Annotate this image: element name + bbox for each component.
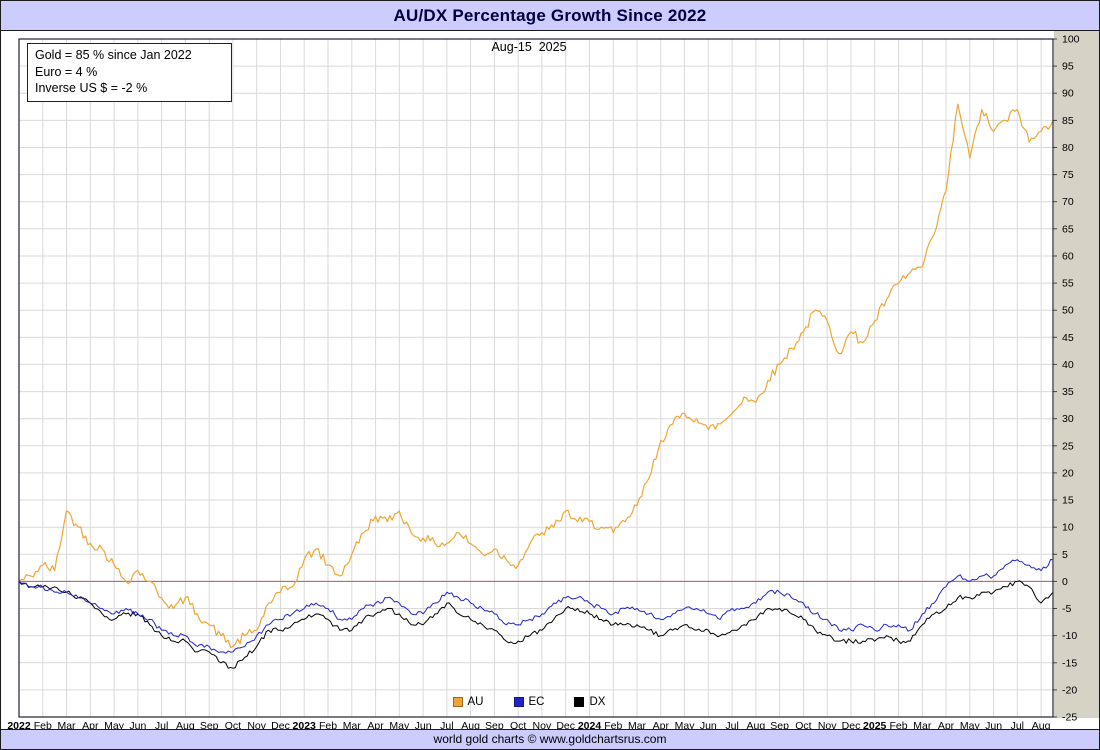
y-tick-label: 55 <box>1062 278 1074 290</box>
legend-item-dx: DX <box>574 696 605 708</box>
y-tick-label: 20 <box>1062 467 1074 479</box>
y-tick-label: 90 <box>1062 88 1074 100</box>
y-tick-label: 35 <box>1062 386 1074 398</box>
x-month-label: Jun <box>129 720 146 731</box>
x-month-label: Jul <box>1011 720 1024 731</box>
y-tick-label: 65 <box>1062 223 1074 235</box>
legend-label-au: AU <box>467 695 484 708</box>
x-month-label: May <box>104 720 125 731</box>
x-month-label: Nov <box>533 720 552 731</box>
y-tick-label: 75 <box>1062 169 1074 181</box>
x-month-label: Apr <box>938 720 955 731</box>
x-month-label: Jul <box>725 720 738 731</box>
x-month-label: Sep <box>770 720 789 731</box>
y-tick-label: 10 <box>1062 522 1074 534</box>
series-line-EC <box>18 559 1054 654</box>
x-month-label: Feb <box>34 720 52 731</box>
x-year-label: 2024 <box>578 720 602 731</box>
x-month-label: Feb <box>889 720 907 731</box>
x-month-label: Mar <box>343 720 362 731</box>
legend-label-ec: EC <box>528 695 545 708</box>
y-tick-label: -25 <box>1062 712 1077 724</box>
legend-swatch-ec <box>513 696 524 707</box>
y-tick-label: -20 <box>1062 684 1077 696</box>
x-month-label: Oct <box>225 720 241 731</box>
legend-item-au: AU <box>452 695 484 708</box>
footer-bar: world gold charts © www.goldchartsrus.co… <box>1 729 1099 749</box>
title-bar: AU/DX Percentage Growth Since 2022 <box>1 1 1099 31</box>
y-tick-label: 30 <box>1062 413 1074 425</box>
y-tick-label: 70 <box>1062 196 1074 208</box>
chart-svg: 1009590858075706560555045403530252015105… <box>1 31 1099 731</box>
x-year-label: 2023 <box>293 720 317 731</box>
x-month-label: Feb <box>604 720 622 731</box>
y-tick-label: -15 <box>1062 657 1077 669</box>
x-month-label: Sep <box>485 720 504 731</box>
page-title: AU/DX Percentage Growth Since 2022 <box>393 5 707 25</box>
x-month-label: Aug <box>1032 720 1051 731</box>
x-month-label: Jun <box>415 720 432 731</box>
x-month-label: Mar <box>628 720 647 731</box>
y-tick-label: -5 <box>1062 603 1071 615</box>
x-month-label: Jun <box>700 720 717 731</box>
info-line-usd: Inverse US $ = -2 % <box>35 81 148 95</box>
y-tick-label: 80 <box>1062 142 1074 154</box>
x-month-label: Aug <box>747 720 766 731</box>
info-line-gold: Gold = 85 % since Jan 2022 <box>35 48 192 62</box>
y-tick-label: 100 <box>1062 34 1080 46</box>
x-month-label: Jun <box>985 720 1002 731</box>
plot-area <box>19 39 1053 717</box>
y-tick-label: 60 <box>1062 251 1074 263</box>
x-month-label: May <box>389 720 410 731</box>
x-month-label: Nov <box>247 720 266 731</box>
x-month-label: Feb <box>319 720 337 731</box>
y-tick-label: 50 <box>1062 305 1074 317</box>
footer-text: world gold charts © www.goldchartsrus.co… <box>433 732 667 746</box>
x-month-label: Aug <box>461 720 480 731</box>
y-tick-label: 45 <box>1062 332 1074 344</box>
y-axis-panel <box>1054 31 1099 718</box>
x-month-label: Aug <box>176 720 195 731</box>
x-month-label: Jul <box>155 720 168 731</box>
x-month-label: Mar <box>57 720 76 731</box>
y-tick-label: 95 <box>1062 61 1074 73</box>
y-tick-label: -10 <box>1062 630 1077 642</box>
legend-swatch-dx <box>574 696 585 707</box>
x-month-label: May <box>960 720 981 731</box>
x-month-label: Mar <box>913 720 932 731</box>
series-line-DX <box>18 580 1054 669</box>
chart-area: 100 95 90 85 80 75 70 65 60 55 50 45 40 35 30 25 20 15 10 5… <box>1 31 1099 731</box>
series-line-AU <box>18 103 1054 649</box>
x-year-label: 2022 <box>7 720 31 731</box>
plot-border <box>18 38 1054 718</box>
x-month-label: Apr <box>653 720 670 731</box>
legend-swatch-au <box>452 696 463 707</box>
x-month-label: Nov <box>818 720 837 731</box>
x-month-label: Dec <box>842 720 861 731</box>
y-tick-label: 25 <box>1062 440 1074 452</box>
x-month-label: Sep <box>200 720 219 731</box>
y-tick-label: 15 <box>1062 495 1074 507</box>
y-tick-label: 40 <box>1062 359 1074 371</box>
y-tick-label: 0 <box>1062 576 1068 588</box>
info-box: Gold = 85 % since Jan 2022 Euro = 4 % In… <box>27 43 232 102</box>
legend-item-ec: EC <box>513 695 545 708</box>
x-month-label: Jul <box>440 720 453 731</box>
x-month-label: Oct <box>795 720 811 731</box>
x-month-label: Dec <box>556 720 575 731</box>
x-month-label: May <box>675 720 696 731</box>
legend-label-dx: DX <box>589 695 606 708</box>
date-label: Aug-15 2025 <box>491 40 567 54</box>
y-tick-label: 85 <box>1062 115 1074 127</box>
x-year-label: 2025 <box>863 720 887 731</box>
chart-legend: AU EC DX <box>1 694 1057 709</box>
info-line-euro: Euro = 4 % <box>35 64 98 79</box>
x-month-label: Apr <box>367 720 384 731</box>
x-month-label: Dec <box>271 720 290 731</box>
y-tick-label: 5 <box>1062 549 1068 561</box>
x-month-label: Oct <box>510 720 526 731</box>
x-month-label: Apr <box>82 720 99 731</box>
